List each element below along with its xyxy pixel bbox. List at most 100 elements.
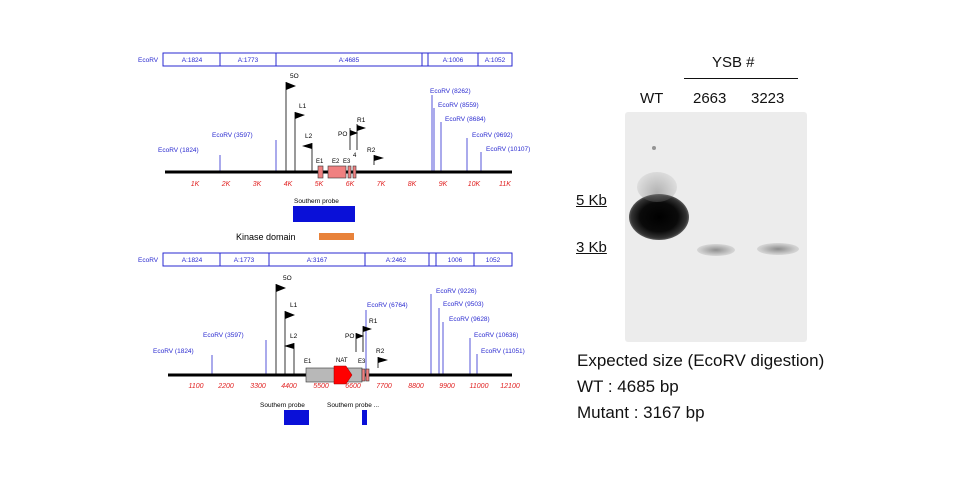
primer-label-l2: L2	[305, 133, 313, 140]
tick-label: 6K	[346, 181, 355, 188]
primer-label-l1: L1	[290, 302, 298, 309]
fragment-label: A:1006	[443, 57, 464, 64]
tick-label: 9K	[439, 181, 448, 188]
caption-mutant-size: Mutant : 3167 bp	[577, 403, 705, 422]
primer-label-l1: L1	[299, 103, 307, 110]
ecorv-site-label: EcoRV (8684)	[445, 116, 486, 123]
tick-label: 3300	[250, 383, 266, 390]
southern-probe-bar	[293, 206, 355, 222]
fragment-bar	[162, 52, 513, 67]
exon-label: 4	[353, 153, 357, 159]
ecorv-site-label: EcoRV (10636)	[474, 332, 518, 339]
tick-label: 9900	[439, 383, 455, 390]
blot-speck	[652, 146, 656, 150]
tick-label: 10K	[468, 181, 481, 188]
ecorv-site-lines	[211, 294, 478, 375]
southern-probe-label: Southern probe	[260, 402, 305, 409]
caption-wt-size: WT : 4685 bp	[577, 377, 679, 396]
fragment-label: A:1773	[234, 257, 255, 264]
kinase-domain-label: Kinase domain	[236, 232, 296, 242]
enzyme-label: EcoRV	[138, 57, 159, 64]
primer-label-5o: 5O	[290, 73, 299, 80]
exon	[365, 368, 370, 382]
fragment-label: 1052	[486, 257, 501, 264]
wild-type-map: EcoRV A:1824 A:1773 A:4685 A:1006 A:1052	[138, 52, 530, 242]
tick-label: 2200	[217, 383, 234, 390]
exon-label: E3	[343, 159, 351, 165]
lane-label-wt: WT	[640, 90, 664, 107]
fragment-label: A:2462	[386, 257, 407, 264]
primer-label-r2: R2	[367, 147, 376, 154]
lane-label-2663: 2663	[693, 90, 727, 107]
primer-flag-heads	[286, 82, 384, 161]
tick-label: 4K	[284, 181, 293, 188]
fragment-label: 1006	[448, 257, 463, 264]
size-marker-5kb: 5 Kb	[576, 192, 607, 209]
ecorv-site-label: EcoRV (3597)	[203, 332, 244, 339]
ecorv-site-label: EcoRV (9692)	[472, 132, 513, 139]
exon-label: E1	[304, 359, 312, 365]
southern-probe-label: Southern probe ...	[327, 402, 379, 409]
primer-label-po: PO	[345, 333, 354, 340]
tick-label: 1100	[188, 383, 203, 390]
southern-probe-bar	[362, 410, 367, 425]
fragment-label: A:3167	[307, 257, 328, 264]
ecorv-site-label: EcoRV (3597)	[212, 132, 253, 139]
fragment-label: A:1773	[238, 57, 259, 64]
primer-label-r2: R2	[376, 348, 385, 355]
primer-label-r1: R1	[369, 318, 378, 325]
ysb-underline	[684, 78, 798, 79]
ecorv-site-label: EcoRV (9628)	[449, 316, 490, 323]
ecorv-site-label: EcoRV (10107)	[486, 146, 530, 153]
caption-title: Expected size (EcoRV digestion)	[577, 351, 825, 370]
wt-band-smear	[637, 172, 677, 202]
primer-label-5o: 5O	[283, 275, 292, 282]
tick-label: 5500	[313, 383, 329, 390]
size-marker-3kb: 3 Kb	[576, 239, 607, 256]
ecorv-site-label: EcoRV (8559)	[438, 102, 479, 109]
fragment-label: A:1052	[485, 57, 506, 64]
primer-label-r1: R1	[357, 117, 366, 124]
tick-label: 11K	[499, 181, 511, 188]
exon-label: E2	[332, 159, 340, 165]
fragment-label: A:1824	[182, 257, 203, 264]
primer-flag-heads	[276, 284, 388, 363]
tick-label: 5K	[315, 181, 324, 188]
lane-label-3223: 3223	[751, 90, 785, 107]
tick-label: 1K	[191, 181, 200, 188]
exons	[317, 165, 357, 179]
tick-label: 4400	[281, 383, 297, 390]
ysb-group-label: YSB #	[712, 54, 755, 71]
gene-maps: EcoRV A:1824 A:1773 A:4685 A:1006 A:1052	[138, 52, 530, 425]
tick-label: 6600	[345, 383, 361, 390]
nat-arrow-icon	[333, 365, 353, 385]
tick-label: 3K	[253, 181, 262, 188]
primer-label-po: PO	[338, 131, 347, 138]
kinase-domain-bar	[319, 233, 354, 240]
enzyme-label: EcoRV	[138, 257, 159, 264]
nat-label: NAT	[336, 358, 348, 364]
ecorv-site-label: EcoRV (1824)	[158, 147, 199, 154]
tick-label: 8800	[408, 383, 424, 390]
mutant-band-3223	[757, 243, 799, 255]
exon-label: E1	[316, 159, 324, 165]
southern-probe-label: Southern probe	[294, 198, 339, 205]
ecorv-site-label: EcoRV (1824)	[153, 348, 194, 355]
tick-label: 7700	[376, 383, 392, 390]
tick-label: 8K	[408, 181, 417, 188]
ecorv-site-label: EcoRV (11051)	[481, 348, 525, 355]
tick-label: 11000	[470, 383, 489, 390]
tick-label: 2K	[221, 181, 231, 188]
tick-label: 7K	[377, 181, 386, 188]
mutant-map: EcoRV A:1824 A:1773 A:3167 A:2462 1006 1…	[138, 252, 525, 425]
ecorv-site-label: EcoRV (9503)	[443, 301, 484, 308]
primer-label-l2: L2	[290, 333, 298, 340]
ecorv-site-label: EcoRV (8262)	[430, 88, 471, 95]
ecorv-site-label: EcoRV (6764)	[367, 302, 408, 309]
fragment-label: A:4685	[339, 57, 360, 64]
ecorv-site-label: EcoRV (9226)	[436, 288, 477, 295]
fragment-label: A:1824	[182, 57, 203, 64]
mutant-band-2663	[697, 244, 735, 256]
tick-label: 12100	[500, 383, 520, 390]
exon	[361, 368, 366, 382]
